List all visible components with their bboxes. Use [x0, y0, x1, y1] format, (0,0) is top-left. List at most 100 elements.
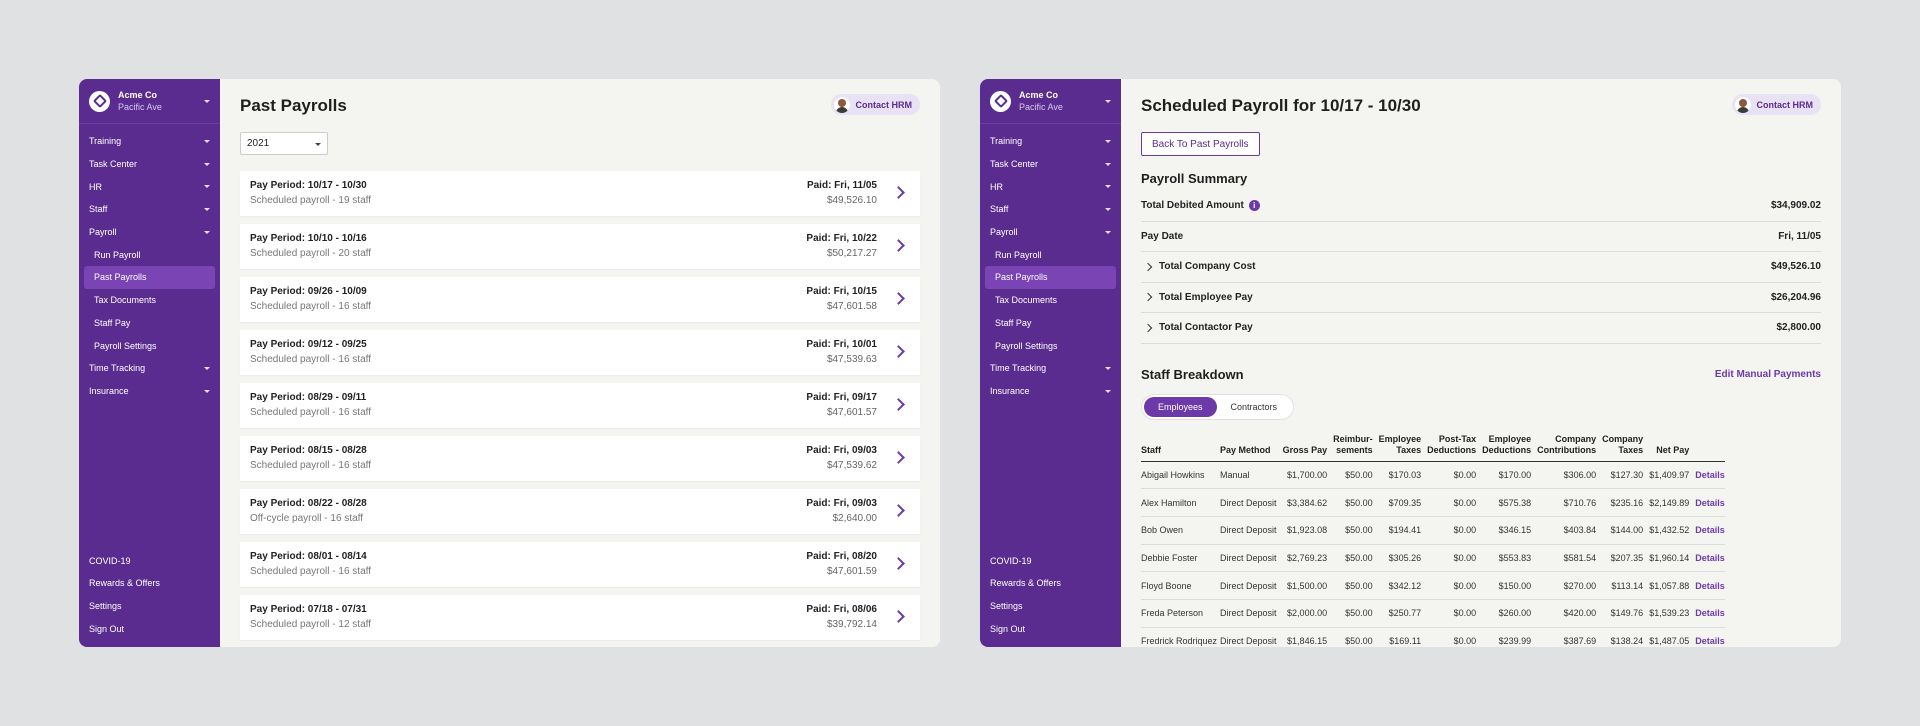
details-link[interactable]: Details	[1692, 544, 1725, 573]
sidebar-item-staff[interactable]: Staff	[79, 198, 220, 221]
details-link[interactable]: Details	[1692, 461, 1725, 490]
sidebar-item-run-payroll[interactable]: Run Payroll	[980, 243, 1121, 266]
sidebar-item-tax-documents[interactable]: Tax Documents	[980, 289, 1121, 312]
sidebar-item-tax-documents[interactable]: Tax Documents	[79, 289, 220, 312]
tab-employees[interactable]: Employees	[1144, 397, 1217, 417]
sidebar-item-rewards-offers[interactable]: Rewards & Offers	[79, 572, 220, 595]
chevron-right-icon[interactable]	[892, 292, 905, 305]
sidebar-item-training[interactable]: Training	[980, 130, 1121, 153]
company-name: Acme Co	[118, 90, 158, 100]
chevron-right-icon[interactable]	[892, 557, 905, 570]
sidebar-item-payroll-settings[interactable]: Payroll Settings	[980, 334, 1121, 357]
details-link[interactable]: Details	[1692, 516, 1725, 545]
sidebar-item-task-center[interactable]: Task Center	[980, 153, 1121, 176]
chevron-right-icon[interactable]	[892, 451, 905, 464]
company-switcher[interactable]: Acme Co Pacific Ave	[79, 79, 220, 124]
sidebar-item-payroll[interactable]: Payroll	[980, 221, 1121, 244]
sidebar-item-settings[interactable]: Settings	[980, 595, 1121, 618]
sidebar-item-insurance[interactable]: Insurance	[79, 380, 220, 403]
list-item[interactable]: Pay Period: 08/22 - 08/28 Off-cycle payro…	[240, 489, 920, 534]
list-item[interactable]: Pay Period: 08/01 - 08/14 Scheduled payro…	[240, 542, 920, 587]
sidebar-item-insurance[interactable]: Insurance	[980, 380, 1121, 403]
chevron-right-icon[interactable]	[892, 345, 905, 358]
sidebar-item-payroll[interactable]: Payroll	[79, 221, 220, 244]
sidebar-item-rewards-offers[interactable]: Rewards & Offers	[980, 572, 1121, 595]
sidebar-item-task-center[interactable]: Task Center	[79, 153, 220, 176]
chevron-right-icon[interactable]	[1143, 262, 1153, 271]
sidebar-item-time-tracking[interactable]: Time Tracking	[980, 357, 1121, 380]
year-select[interactable]: 2021	[240, 132, 328, 155]
contact-hrm-button[interactable]: Contact HRM	[1731, 94, 1821, 115]
sidebar-item-hr[interactable]: HR	[980, 175, 1121, 198]
table-cell: $144.00	[1599, 516, 1647, 545]
list-item[interactable]: Pay Period: 08/15 - 08/28 Scheduled payro…	[240, 436, 920, 481]
summary-row-total-company-cost[interactable]: Total Company Cost $49,526.10	[1141, 252, 1821, 283]
table-header-row: Staff Pay Method Gross Pay Reimbur-sements E…	[1141, 431, 1725, 462]
edit-manual-payments-link[interactable]: Edit Manual Payments	[1714, 369, 1821, 380]
summary-row-total-debited-amount: Total Debited Amount i $34,909.02	[1141, 191, 1821, 222]
list-item[interactable]: Pay Period: 07/18 - 07/31 Scheduled payro…	[240, 595, 920, 640]
sidebar-item-settings[interactable]: Settings	[79, 595, 220, 618]
sidebar-item-past-payrolls[interactable]: Past Payrolls	[84, 266, 215, 289]
payroll-description: Scheduled payroll - 19 staff	[250, 195, 372, 206]
summary-row-total-employee-pay[interactable]: Total Employee Pay $26,204.96	[1141, 283, 1821, 313]
chevron-right-icon[interactable]	[892, 239, 905, 252]
details-link[interactable]: Details	[1692, 571, 1725, 600]
chevron-right-icon[interactable]	[892, 504, 905, 517]
table-cell: $1,923.08	[1279, 516, 1331, 545]
table-cell: $235.16	[1599, 488, 1647, 517]
sidebar-item-label: Settings	[89, 600, 122, 611]
sidebar-item-staff-pay[interactable]: Staff Pay	[79, 312, 220, 335]
summary-label: Pay Date	[1141, 230, 1184, 242]
table-row: Floyd Boone Direct Deposit $1,500.00 $50.00…	[1141, 571, 1725, 600]
list-item[interactable]: Pay Period: 10/17 - 10/30 Scheduled payro…	[240, 171, 920, 216]
details-link[interactable]: Details	[1692, 599, 1725, 628]
sidebar-item-time-tracking[interactable]: Time Tracking	[79, 357, 220, 380]
chevron-right-icon[interactable]	[1143, 293, 1153, 302]
payroll-amount: $49,526.10	[826, 195, 877, 206]
list-item[interactable]: Pay Period: 10/10 - 10/16 Scheduled payro…	[240, 224, 920, 269]
sidebar-item-staff[interactable]: Staff	[980, 198, 1121, 221]
sidebar-item-covid-19[interactable]: COVID-19	[980, 549, 1121, 572]
sidebar-item-staff-pay[interactable]: Staff Pay	[980, 312, 1121, 335]
sidebar-item-sign-out[interactable]: Sign Out	[79, 617, 220, 640]
info-icon[interactable]: i	[1248, 200, 1260, 212]
sidebar-item-label: Staff	[89, 204, 108, 215]
payroll-amount: $47,539.63	[826, 354, 877, 365]
chevron-right-icon[interactable]	[892, 610, 905, 623]
table-cell: $207.35	[1599, 544, 1647, 573]
summary-label: Total Employee Pay	[1159, 291, 1253, 303]
summary-row-total-contactor-pay[interactable]: Total Contactor Pay $2,800.00	[1141, 313, 1821, 344]
tab-contractors[interactable]: Contractors	[1230, 402, 1278, 412]
contact-hrm-button[interactable]: Contact HRM	[830, 94, 920, 115]
sidebar-item-past-payrolls[interactable]: Past Payrolls	[985, 266, 1116, 289]
chevron-down-icon	[204, 389, 210, 393]
details-link[interactable]: Details	[1692, 488, 1725, 517]
list-item[interactable]: Pay Period: 09/12 - 09/25 Scheduled payro…	[240, 330, 920, 375]
chevron-right-icon[interactable]	[892, 398, 905, 411]
summary-value: $26,204.96	[1770, 291, 1821, 303]
sidebar-item-training[interactable]: Training	[79, 130, 220, 153]
table-cell: $2,769.23	[1279, 544, 1331, 573]
company-switcher[interactable]: Acme Co Pacific Ave	[980, 79, 1121, 124]
table-row: Bob Owen Direct Deposit $1,923.08 $50.00 $19…	[1141, 516, 1725, 545]
pay-period: Pay Period: 10/10 - 10/16	[250, 233, 367, 244]
past-payrolls-window: Acme Co Pacific Ave Training Task Center H…	[79, 79, 940, 647]
details-link[interactable]: Details	[1692, 627, 1725, 647]
sidebar-item-sign-out[interactable]: Sign Out	[980, 617, 1121, 640]
chevron-right-icon[interactable]	[1143, 323, 1153, 332]
list-item[interactable]: Pay Period: 09/26 - 10/09 Scheduled payro…	[240, 277, 920, 322]
sidebar-item-label: Staff Pay	[94, 317, 131, 328]
company-location: Pacific Ave	[1019, 102, 1063, 112]
column-header-staff: Staff	[1141, 431, 1221, 462]
back-to-past-payrolls-button[interactable]: Back To Past Payrolls	[1141, 132, 1260, 156]
sidebar-item-run-payroll[interactable]: Run Payroll	[79, 243, 220, 266]
sidebar-item-payroll-settings[interactable]: Payroll Settings	[79, 334, 220, 357]
sidebar-item-label: COVID-19	[990, 555, 1032, 566]
list-item[interactable]: Pay Period: 08/29 - 09/11 Scheduled payro…	[240, 383, 920, 428]
chevron-down-icon	[204, 100, 210, 103]
payroll-description: Scheduled payroll - 16 staff	[250, 566, 372, 577]
chevron-right-icon[interactable]	[892, 186, 905, 199]
sidebar-item-covid-19[interactable]: COVID-19	[79, 549, 220, 572]
sidebar-item-hr[interactable]: HR	[79, 175, 220, 198]
